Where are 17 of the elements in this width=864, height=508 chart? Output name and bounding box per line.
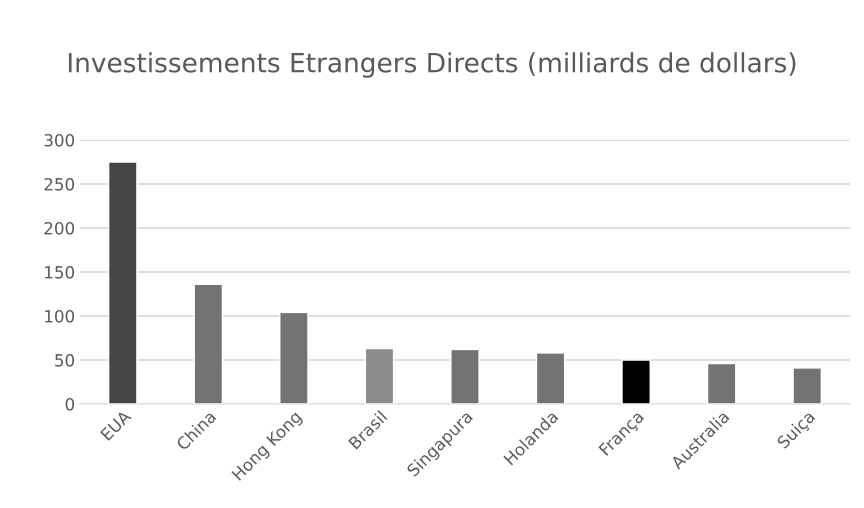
bar bbox=[706, 362, 736, 404]
bar bbox=[364, 348, 394, 404]
bar bbox=[279, 312, 309, 404]
bar bbox=[792, 367, 822, 404]
y-tick-label: 100 bbox=[45, 310, 74, 323]
y-tick-label: 150 bbox=[45, 266, 74, 279]
bar bbox=[194, 284, 224, 404]
bar bbox=[450, 348, 480, 404]
y-tick-label: 0 bbox=[66, 398, 74, 411]
y-tick-label: 250 bbox=[44, 178, 74, 191]
chart-title: Investissements Etrangers Directs (milliards de dollars) bbox=[68, 52, 796, 78]
y-tick-label: 50 bbox=[55, 354, 74, 367]
bar bbox=[621, 359, 651, 404]
y-tick-label: 300 bbox=[44, 134, 74, 147]
y-tick-label: 200 bbox=[44, 222, 74, 235]
bar bbox=[536, 352, 566, 404]
bar bbox=[108, 161, 138, 404]
